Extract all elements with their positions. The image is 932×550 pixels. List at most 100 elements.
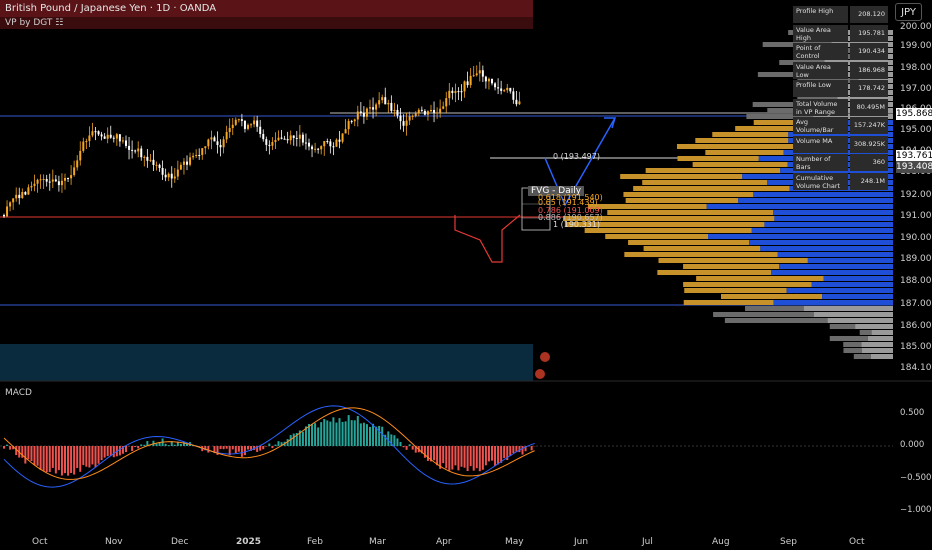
candle-body xyxy=(256,120,259,127)
vp-bar-down xyxy=(861,348,893,353)
time-tick: Jun xyxy=(574,537,589,547)
event-icon-2[interactable] xyxy=(535,369,545,379)
macd-bar xyxy=(121,446,124,454)
macd-bar xyxy=(402,446,405,448)
vp-bar-down xyxy=(753,192,893,197)
candle-body xyxy=(277,137,280,140)
stat-row: Point of Control 190.434 xyxy=(793,43,888,60)
candle-body xyxy=(243,120,246,129)
macd-bar xyxy=(182,441,185,446)
indicator-label[interactable]: VP by DGT ☷ xyxy=(0,17,533,29)
macd-bar xyxy=(420,446,423,454)
candle-body xyxy=(67,178,70,180)
macd-bar xyxy=(176,441,179,446)
candle-body xyxy=(341,133,344,142)
candle-body xyxy=(64,178,66,181)
candle-body xyxy=(60,180,63,186)
candle-body xyxy=(91,131,94,136)
candle-body xyxy=(423,110,426,115)
candle-body xyxy=(317,148,320,150)
candle-body xyxy=(204,146,207,149)
macd-bar xyxy=(106,446,109,457)
candle-body xyxy=(387,102,390,105)
macd-bar xyxy=(423,446,426,458)
candle-body xyxy=(164,174,167,178)
macd-bar xyxy=(137,446,140,449)
candle-body xyxy=(369,107,371,109)
stat-label: Value Area High xyxy=(793,24,848,42)
macd-bar xyxy=(118,446,121,456)
candle-body xyxy=(298,134,301,139)
vp-bar-up xyxy=(684,288,787,293)
macd-bar xyxy=(268,443,271,446)
demand-zone xyxy=(0,344,533,381)
candle-body xyxy=(512,91,515,100)
vp-bar-down xyxy=(823,276,893,281)
macd-bar xyxy=(478,446,481,472)
vp-bar-up xyxy=(607,210,773,215)
fib-level-0: 0 (193.497) xyxy=(553,152,600,161)
macd-bar xyxy=(347,415,350,446)
vp-bar-down xyxy=(749,240,893,245)
macd-bar xyxy=(262,446,265,450)
candle-body xyxy=(228,128,231,133)
candle-body xyxy=(186,161,188,165)
macd-bar xyxy=(369,426,371,446)
vp-bar-up xyxy=(859,330,872,335)
macd-bar xyxy=(155,443,158,446)
macd-bar xyxy=(228,446,231,456)
macd-bar xyxy=(475,446,478,469)
macd-bar xyxy=(125,446,127,453)
time-tick: Jul xyxy=(642,537,653,547)
macd-bar xyxy=(503,446,506,459)
vp-bar-up xyxy=(713,312,814,317)
vp-bar-up xyxy=(829,336,868,341)
macd-bar xyxy=(384,434,387,446)
candle-body xyxy=(100,134,103,137)
event-icon[interactable] xyxy=(540,352,550,362)
stat-row: Cumulative Volume Chart 248.1M xyxy=(793,172,888,190)
macd-bar xyxy=(378,425,381,446)
stat-value: 190.434 xyxy=(850,43,888,60)
vp-bar-up xyxy=(633,186,790,191)
candle-body xyxy=(433,109,436,113)
candle-body xyxy=(262,134,265,140)
macd-bar xyxy=(414,446,417,453)
macd-bar xyxy=(198,446,201,447)
vp-bar-down xyxy=(807,258,893,263)
vp-bar-up xyxy=(712,132,789,137)
macd-bar xyxy=(170,441,173,446)
candle-body xyxy=(125,140,127,146)
candle-body xyxy=(207,139,210,147)
macd-title[interactable]: MACD xyxy=(5,388,32,398)
candle-body xyxy=(375,104,378,110)
candle-body xyxy=(362,112,365,117)
candle-body xyxy=(9,202,12,207)
candle-body xyxy=(344,129,347,134)
price-tick: 195.000 xyxy=(900,125,932,135)
time-tick: Aug xyxy=(712,537,730,547)
macd-bar xyxy=(73,446,76,475)
time-tick: Mar xyxy=(369,537,386,547)
stat-value: 208.120 xyxy=(850,6,888,23)
vp-bar-down xyxy=(861,342,893,347)
candle-body xyxy=(97,131,100,135)
candle-body xyxy=(48,181,51,183)
macd-bar xyxy=(39,446,42,471)
candle-body xyxy=(36,179,39,184)
macd-bar xyxy=(381,426,384,446)
macd-bar xyxy=(365,424,368,446)
vp-bar-down xyxy=(706,204,893,209)
macd-bar xyxy=(399,441,402,446)
candle-body xyxy=(304,142,307,144)
vp-bar-up xyxy=(562,216,775,221)
candle-body xyxy=(45,178,48,182)
macd-bar xyxy=(481,446,484,470)
candle-body xyxy=(103,136,106,139)
price-tick: 184.100 xyxy=(900,363,932,373)
currency-button[interactable]: JPY xyxy=(895,3,922,21)
vp-bar-down xyxy=(855,324,893,329)
symbol-title[interactable]: British Pound / Japanese Yen · 1D · OAND… xyxy=(0,0,533,17)
vp-bar-down xyxy=(764,222,893,227)
candle-body xyxy=(30,185,33,188)
